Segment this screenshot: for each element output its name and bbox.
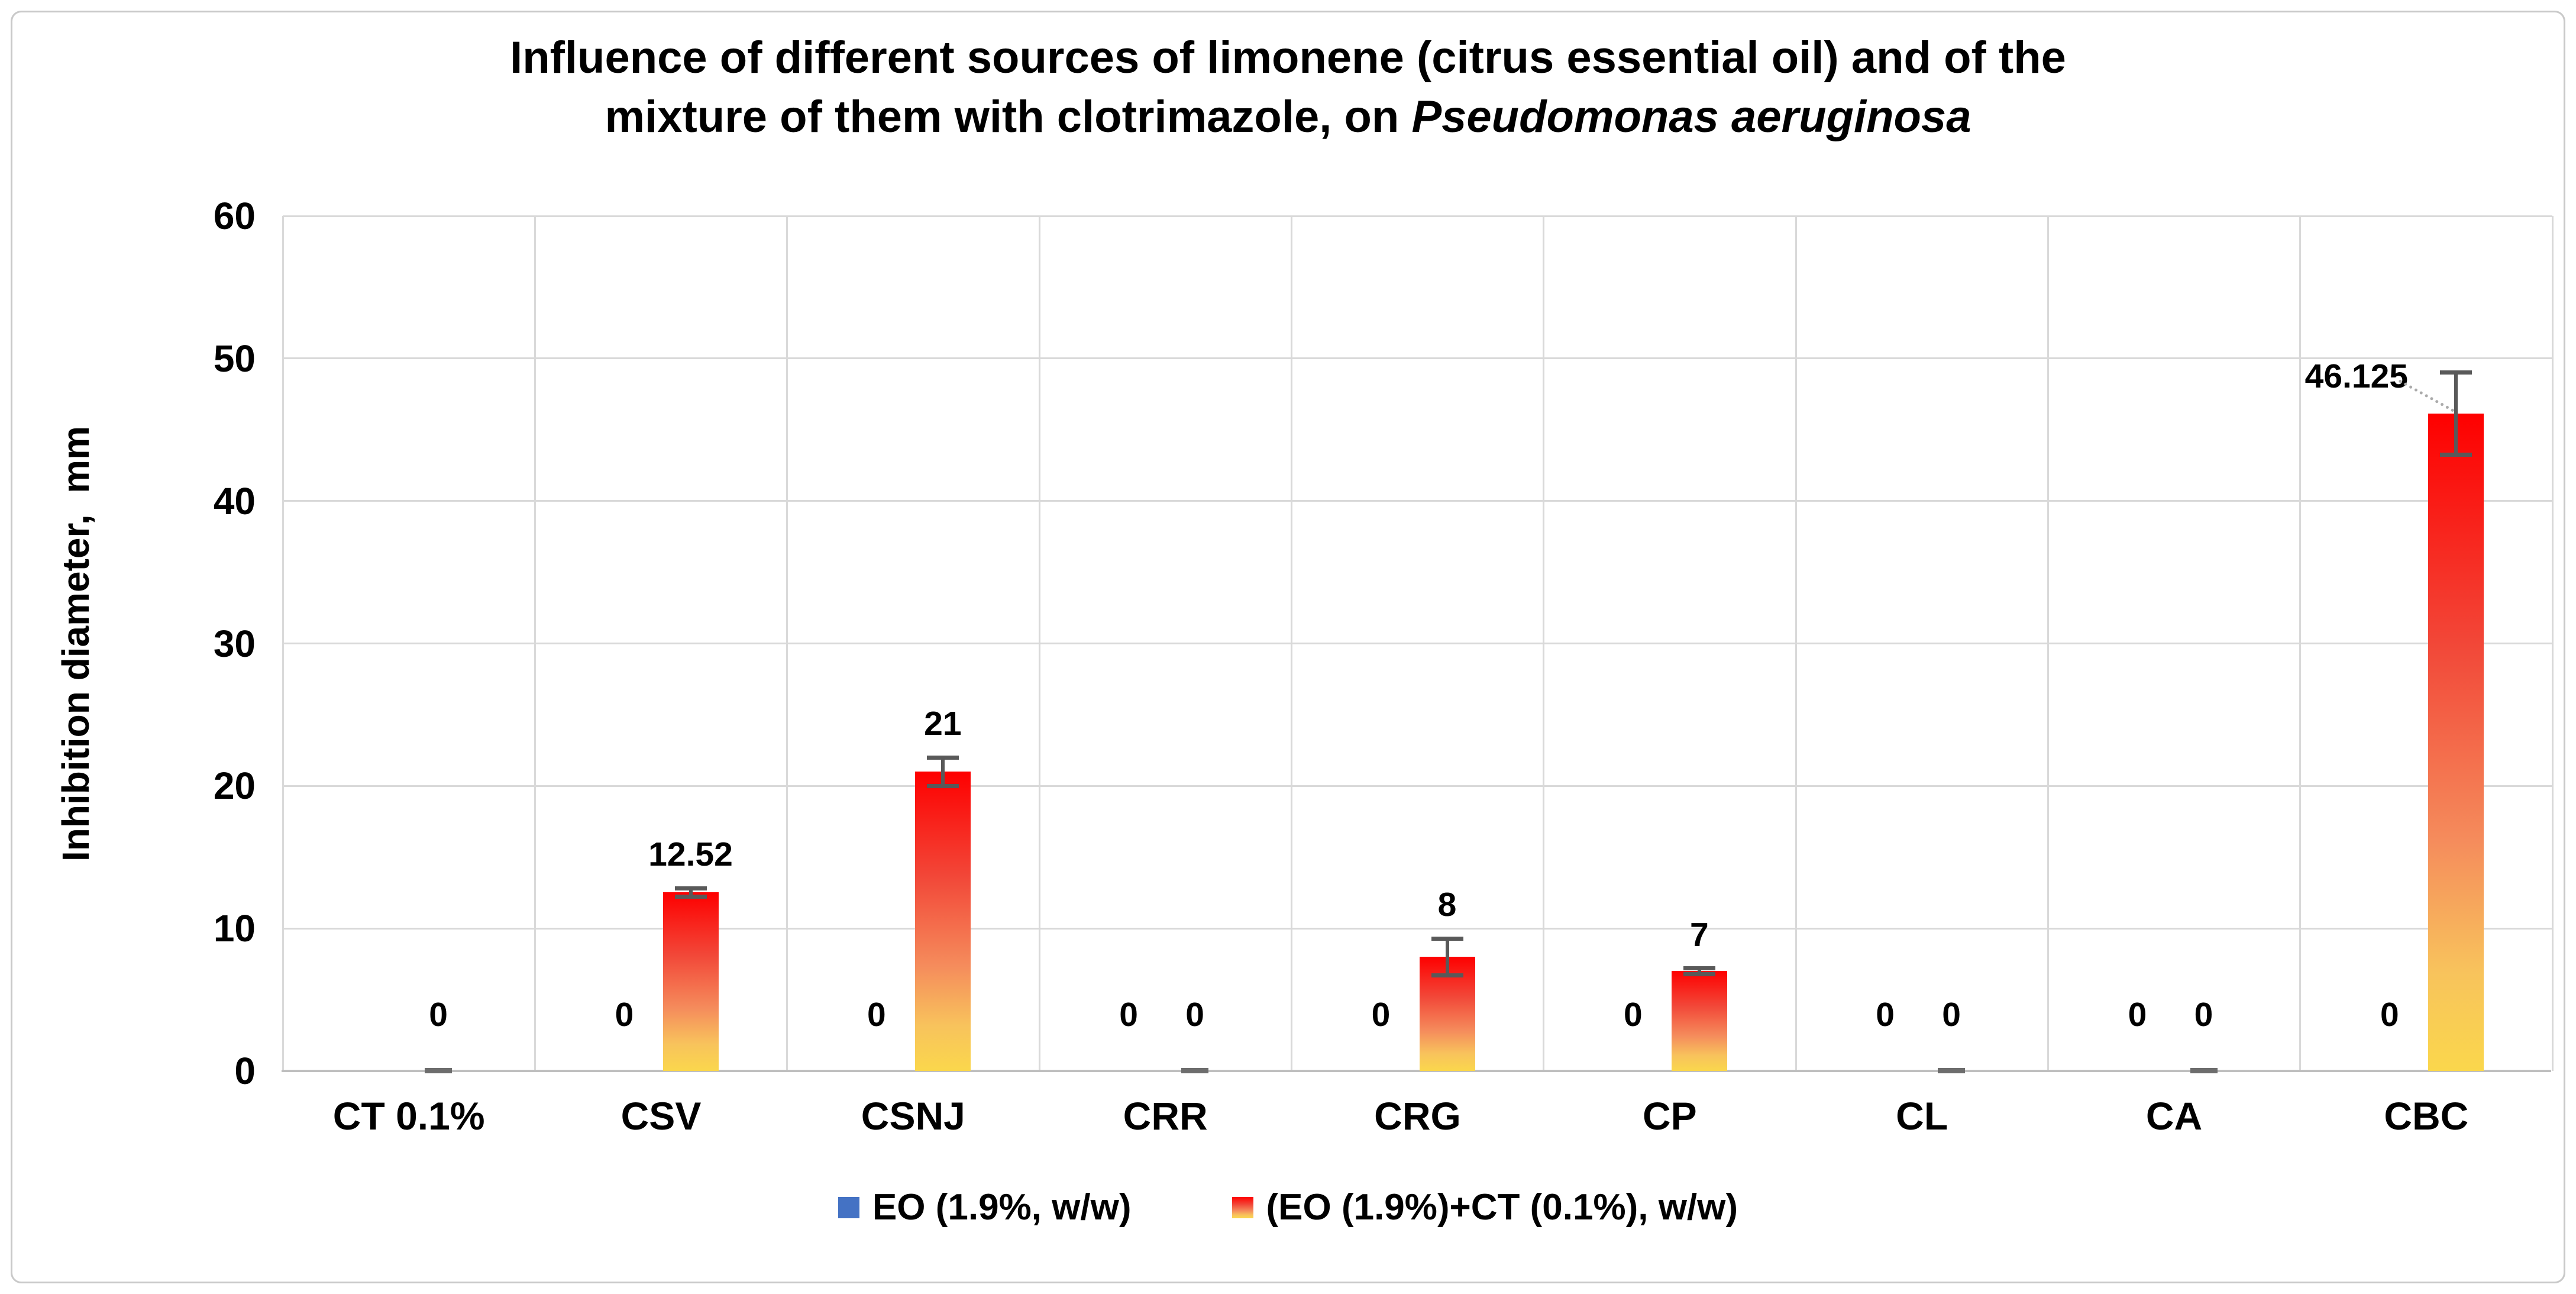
data-label-CRG-eo: 0 <box>1371 996 1391 1034</box>
legend-item-1: (EO (1.9%)+CT (0.1%), w/w) <box>1232 1186 1738 1228</box>
gridline-vertical-8 <box>2299 216 2302 1071</box>
zero-error-cap-CT-0.1% <box>425 1068 453 1073</box>
gridline-horizontal-30 <box>283 643 2552 644</box>
zero-error-cap-CRR <box>1181 1068 1209 1073</box>
y-tick-label-50: 50 <box>213 337 256 380</box>
gridline-vertical-5 <box>1543 216 1545 1071</box>
y-axis-title: Inhibition diameter, mm <box>54 425 97 862</box>
gridline-vertical-2 <box>786 216 788 1071</box>
x-axis-baseline <box>282 1070 2551 1072</box>
y-tick-label-10: 10 <box>213 907 256 950</box>
data-label-CA-eo: 0 <box>2128 996 2147 1034</box>
data-label-CRR-mix: 0 <box>1185 996 1205 1034</box>
data-label-CP-eo: 0 <box>1623 996 1643 1034</box>
gridline-horizontal-60 <box>283 215 2552 217</box>
data-label-CRG-mix: 8 <box>1437 886 1457 924</box>
bar-CBC <box>2428 414 2484 1071</box>
data-label-CA-mix: 0 <box>2194 996 2213 1034</box>
error-bar-cap-CBC-bottom <box>2439 453 2472 457</box>
data-label-CSV-mix: 12.52 <box>648 835 733 874</box>
error-bar-cap-CRG-bottom <box>1431 973 1463 978</box>
error-bar-cap-CSV-bottom <box>674 895 707 899</box>
y-tick-label-40: 40 <box>213 479 256 522</box>
legend-marker-red-gradient-square <box>1232 1196 1253 1218</box>
x-label-CSV: CSV <box>620 1094 702 1138</box>
y-tick-label-0: 0 <box>234 1050 256 1092</box>
error-bar-cap-CSNJ-top <box>926 755 959 760</box>
legend: EO (1.9%, w/w) (EO (1.9%)+CT (0.1%), w/w) <box>0 1186 2576 1228</box>
gridline-horizontal-50 <box>283 357 2552 360</box>
gridline-vertical-3 <box>1038 216 1040 1071</box>
data-label-CL-eo: 0 <box>1876 996 1895 1034</box>
gridline-vertical-0 <box>282 216 284 1071</box>
error-bar-CBC <box>2454 372 2458 455</box>
data-label-CBC-eo: 0 <box>2380 996 2399 1034</box>
zero-error-cap-CL <box>1938 1068 1966 1073</box>
x-label-CP: CP <box>1642 1094 1697 1138</box>
legend-label-0: EO (1.9%, w/w) <box>872 1187 1132 1228</box>
error-bar-CP <box>1697 968 1701 974</box>
chart-title: Influence of different sources of limone… <box>0 28 2576 147</box>
y-tick-label-20: 20 <box>213 764 256 808</box>
legend-item-0: EO (1.9%, w/w) <box>838 1186 1132 1228</box>
y-tick-label-30: 30 <box>213 622 256 665</box>
y-tick-label-60: 60 <box>213 195 256 237</box>
x-label-CBC: CBC <box>2384 1094 2469 1138</box>
data-label-CT-0.1%-mix: 0 <box>429 996 448 1034</box>
bar-CSNJ <box>914 772 971 1071</box>
title-line2: mixture of them with clotrimazole, on <box>605 92 1412 143</box>
error-bar-cap-CP-top <box>1683 966 1715 971</box>
gridline-vertical-9 <box>2551 216 2554 1071</box>
gridline-vertical-1 <box>534 216 536 1071</box>
gridline-horizontal-20 <box>283 785 2552 787</box>
legend-marker-blue-square <box>838 1196 859 1218</box>
error-bar-cap-CP-bottom <box>1683 972 1715 976</box>
legend-label-1: (EO (1.9%)+CT (0.1%), w/w) <box>1266 1187 1738 1228</box>
gridline-vertical-4 <box>1290 216 1292 1071</box>
x-label-CRG: CRG <box>1374 1094 1461 1138</box>
x-label-CT-0.1%: CT 0.1% <box>332 1094 485 1138</box>
error-bar-cap-CRG-top <box>1431 936 1463 941</box>
data-label-CSNJ-mix: 21 <box>924 705 962 743</box>
bar-CSV <box>662 892 719 1071</box>
bar-CP <box>1671 971 1727 1071</box>
gridline-horizontal-10 <box>283 927 2552 930</box>
error-bar-cap-CBC-top <box>2439 370 2472 375</box>
title-species-italic: Pseudomonas aeruginosa <box>1411 92 1971 143</box>
data-label-CBC-mix: 46.125 <box>2304 357 2408 396</box>
error-bar-cap-CSNJ-bottom <box>926 783 959 788</box>
gridline-horizontal-40 <box>283 500 2552 502</box>
x-label-CL: CL <box>1896 1094 1948 1138</box>
data-label-CL-mix: 0 <box>1942 996 1961 1034</box>
x-label-CRR: CRR <box>1123 1094 1208 1138</box>
data-label-CP-mix: 7 <box>1689 915 1709 954</box>
gridline-vertical-7 <box>2047 216 2049 1071</box>
x-label-CSNJ: CSNJ <box>861 1094 965 1138</box>
plot-area: 0 0 12.52 0 21 0 0 0 8 0 7 0 0 0 0 0 46.125 <box>282 215 2554 1073</box>
error-bar-CRG <box>1445 938 1449 976</box>
gridline-vertical-6 <box>1795 216 1797 1071</box>
error-bar-cap-CSV-top <box>674 886 707 890</box>
title-line1: Influence of different sources of limone… <box>510 33 2066 83</box>
x-label-CA: CA <box>2145 1094 2203 1138</box>
zero-error-cap-CA <box>2190 1068 2218 1073</box>
error-bar-CSV <box>689 888 693 897</box>
data-label-CRR-eo: 0 <box>1119 996 1139 1034</box>
error-bar-CSNJ <box>940 757 945 786</box>
data-label-CSV-eo: 0 <box>615 996 634 1034</box>
data-label-CSNJ-eo: 0 <box>867 996 886 1034</box>
